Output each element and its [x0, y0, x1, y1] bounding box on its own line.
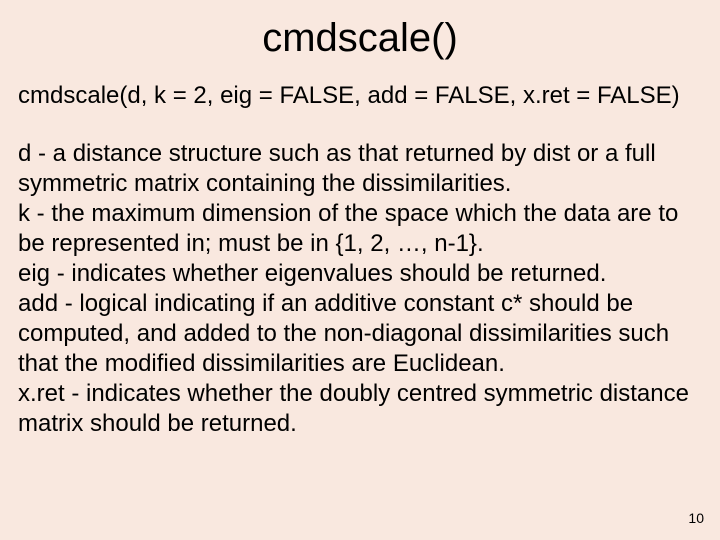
- slide-body: d - a distance structure such as that re…: [18, 139, 702, 439]
- slide-container: cmdscale() cmdscale(d, k = 2, eig = FALS…: [0, 0, 720, 540]
- slide-title: cmdscale(): [18, 16, 702, 61]
- function-signature: cmdscale(d, k = 2, eig = FALSE, add = FA…: [18, 81, 702, 111]
- page-number: 10: [688, 510, 704, 526]
